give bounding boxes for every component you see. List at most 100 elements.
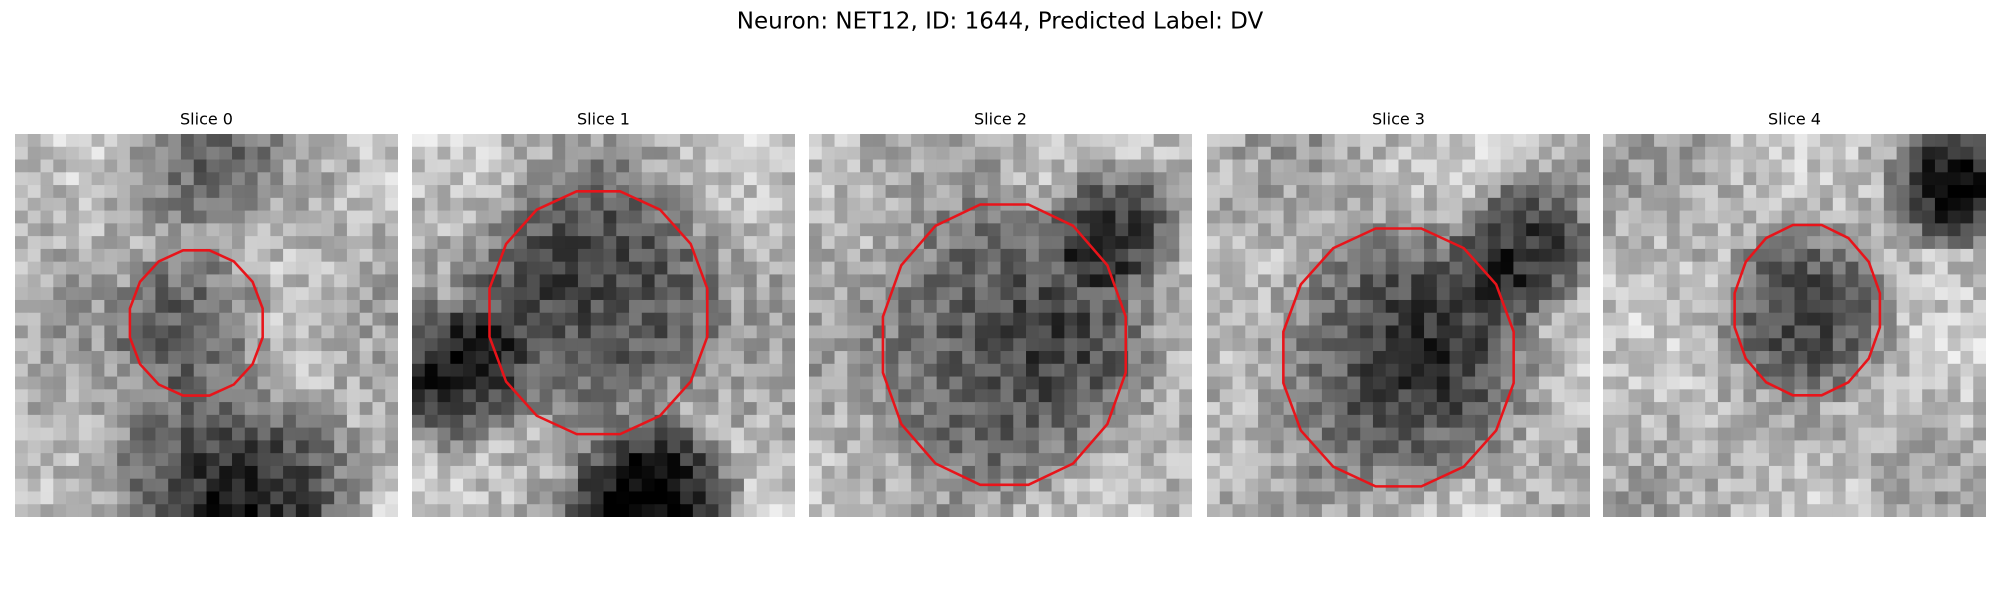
pixel (40, 236, 54, 250)
pixel (1603, 402, 1617, 416)
pixel (962, 402, 976, 416)
pixel (1115, 172, 1129, 186)
pixel (1973, 299, 1986, 314)
pixel (1679, 478, 1694, 493)
pixel (1283, 223, 1298, 237)
pixel (1705, 185, 1719, 199)
pixel (359, 504, 374, 517)
pixel (1909, 185, 1923, 199)
pixel (1372, 325, 1387, 339)
pixel (1577, 210, 1590, 225)
pixel (463, 185, 477, 199)
pixel (1140, 351, 1155, 365)
pixel (1513, 299, 1527, 314)
pixel (359, 134, 374, 148)
pixel (1372, 389, 1387, 403)
pixel (1309, 299, 1323, 314)
pixel (1321, 223, 1336, 237)
pixel (1077, 491, 1091, 505)
pixel (117, 351, 131, 365)
pixel (219, 427, 233, 442)
pixel (1513, 223, 1527, 237)
pixel (962, 465, 976, 480)
pixel (1128, 248, 1142, 263)
pixel (1026, 504, 1040, 517)
roi-contour (1282, 227, 1515, 488)
pixel (705, 261, 720, 276)
pixel (1372, 248, 1387, 263)
pixel (821, 223, 836, 237)
pixel (692, 478, 707, 493)
pixel (1513, 376, 1527, 390)
pixel (782, 453, 795, 467)
pixel (1166, 351, 1180, 365)
pixel (1794, 453, 1808, 467)
pixel (1385, 223, 1400, 237)
pixel (1577, 312, 1590, 327)
pixel (1577, 351, 1590, 365)
pixel (1334, 389, 1349, 403)
pixel (372, 287, 386, 301)
pixel (911, 146, 925, 161)
pixel (1858, 197, 1872, 212)
pixel (782, 210, 795, 225)
pixel (1372, 363, 1387, 378)
pixel (1309, 287, 1323, 301)
pixel (334, 453, 348, 467)
pixel (53, 210, 67, 225)
pixel (206, 427, 220, 442)
pixel (334, 504, 348, 517)
pixel (718, 299, 732, 314)
pixel (1077, 223, 1091, 237)
pixel (308, 248, 323, 263)
pixel (936, 325, 951, 339)
pixel (885, 223, 900, 237)
pixel (308, 299, 323, 314)
pixel (66, 338, 80, 352)
pixel (1896, 248, 1911, 263)
pixel (1462, 287, 1476, 301)
pixel (244, 478, 259, 493)
pixel (1628, 299, 1642, 314)
pixel (1934, 274, 1949, 288)
pixel (1666, 287, 1681, 301)
pixel (1334, 427, 1349, 442)
pixel (1000, 146, 1014, 161)
pixel (1207, 236, 1221, 250)
pixel (1756, 312, 1770, 327)
pixel (1013, 414, 1027, 429)
pixel (295, 338, 310, 352)
pixel (705, 325, 720, 339)
pixel (1832, 197, 1847, 212)
pixel (257, 465, 271, 480)
pixel (1321, 159, 1336, 173)
pixel (295, 414, 310, 429)
pixel (1372, 351, 1387, 365)
pixel (872, 261, 887, 276)
pixel (539, 363, 554, 378)
pixel (1871, 197, 1885, 212)
pixel (565, 325, 579, 339)
pixel (1013, 402, 1027, 416)
pixel (629, 146, 643, 161)
pixel (1883, 453, 1898, 467)
pixel (1089, 351, 1104, 365)
pixel (1077, 274, 1091, 288)
pixel (117, 172, 131, 186)
pixel (1166, 504, 1180, 517)
pixel (680, 299, 694, 314)
pixel (872, 172, 887, 186)
pixel (15, 274, 29, 288)
pixel (603, 261, 617, 276)
pixel (1743, 197, 1757, 212)
pixel (66, 427, 80, 442)
pixel (1603, 299, 1617, 314)
pixel (1089, 248, 1104, 263)
pixel (1934, 185, 1949, 199)
pixel (142, 261, 157, 276)
pixel (1166, 402, 1180, 416)
pixel (1845, 312, 1859, 327)
pixel (1258, 312, 1272, 327)
pixel (1051, 312, 1065, 327)
pixel (53, 389, 67, 403)
